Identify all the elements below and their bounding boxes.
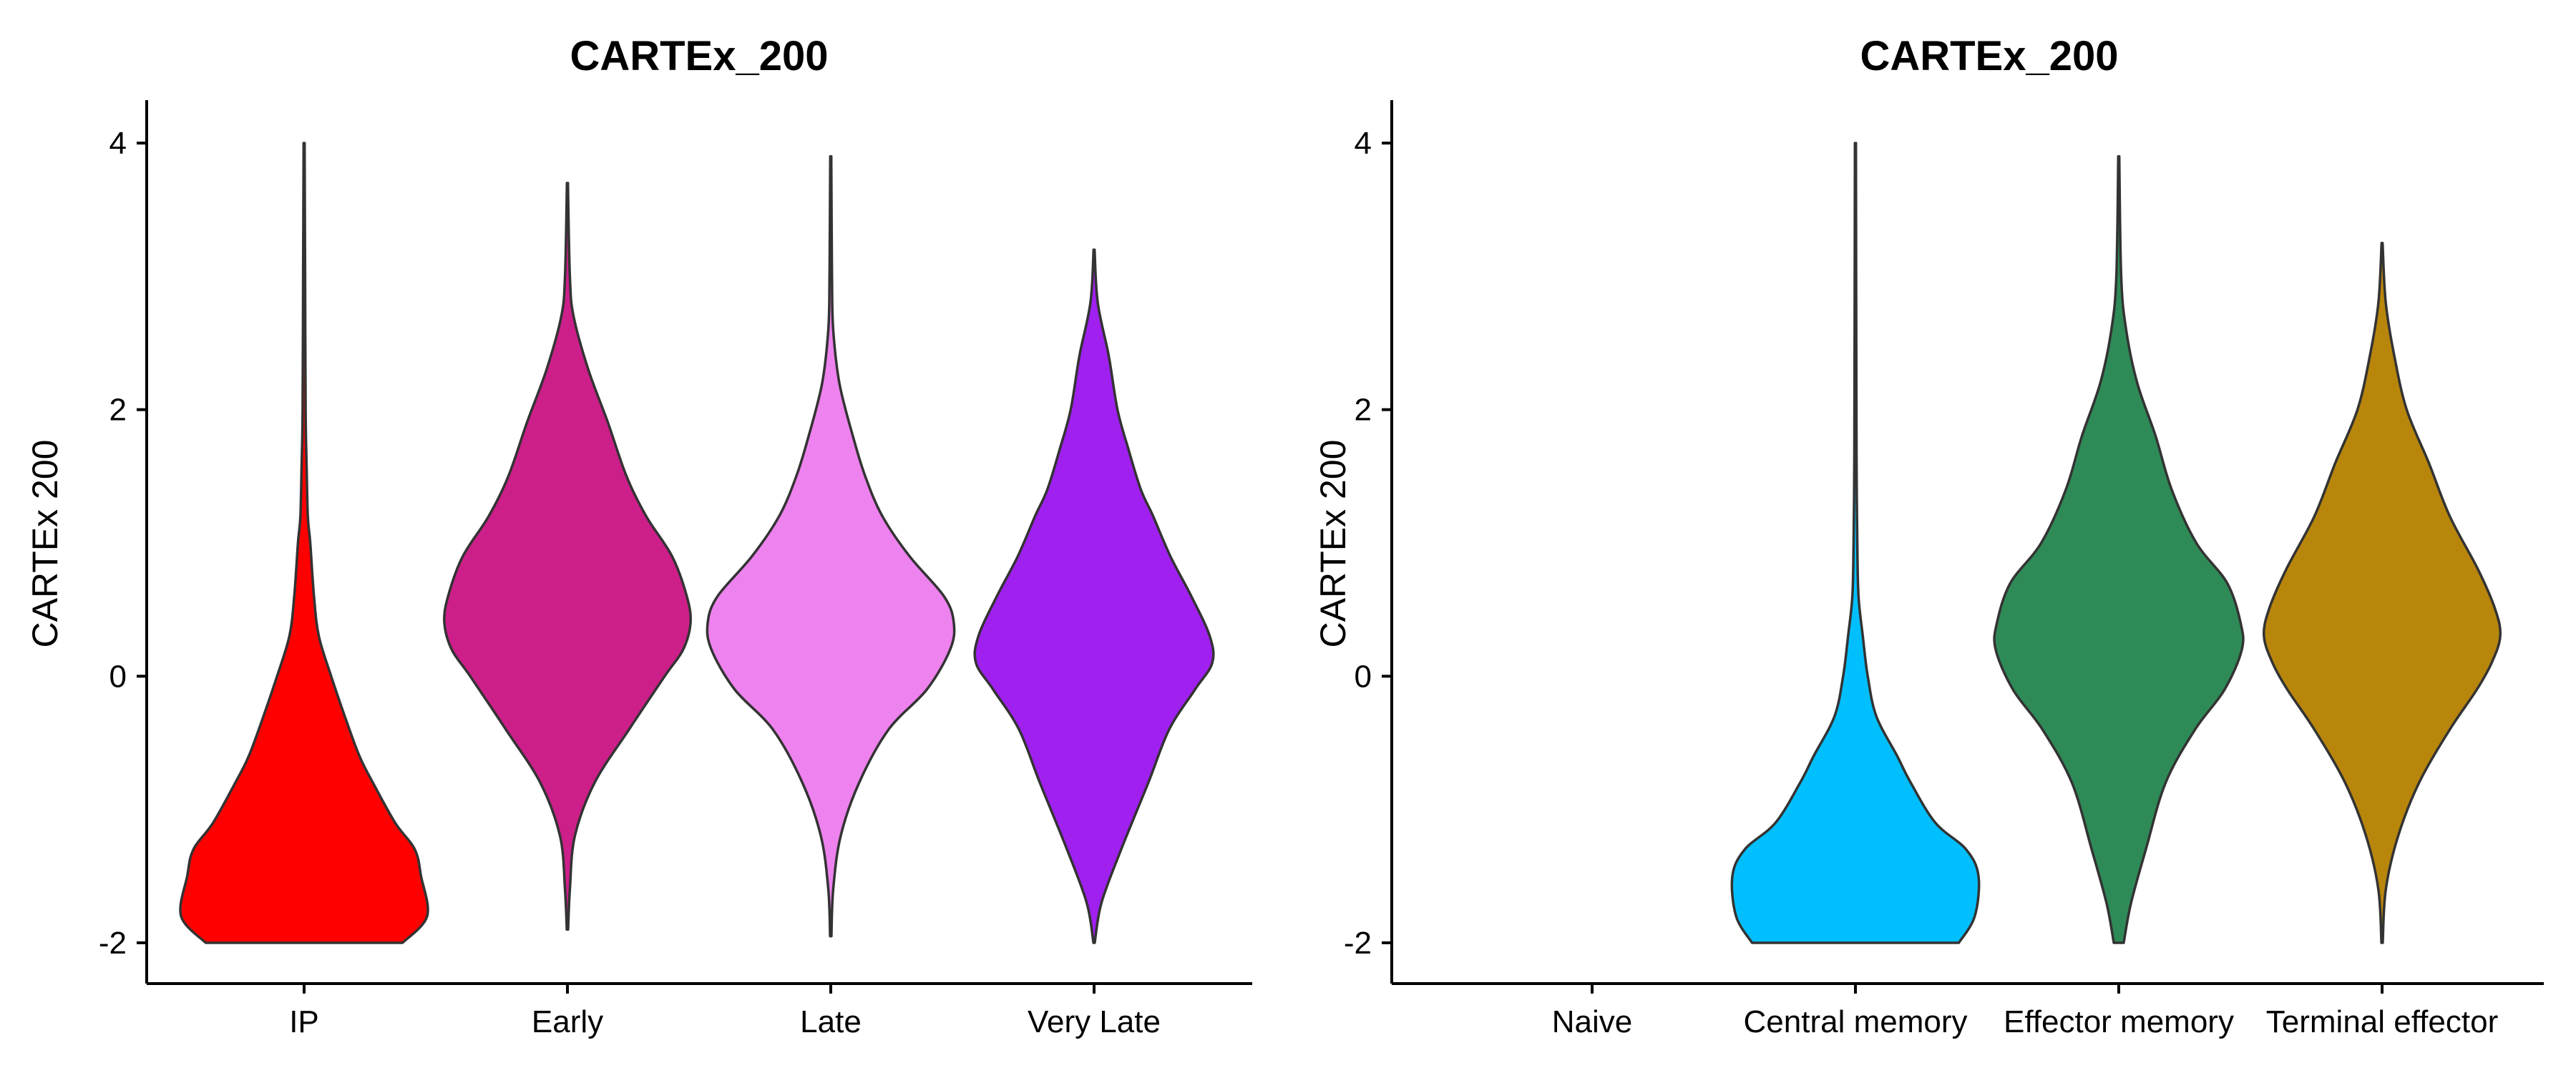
- violin-terminal-effector: [2262, 242, 2502, 944]
- x-tick-label: Terminal effector: [2266, 1004, 2498, 1039]
- violin-central-memory: [1730, 142, 1981, 944]
- x-tick-label: Central memory: [1744, 1004, 1968, 1039]
- x-tick-label: Late: [800, 1004, 862, 1039]
- x-tick-label: Effector memory: [2004, 1004, 2234, 1039]
- violin-early: [443, 182, 692, 931]
- y-tick-label: 4: [109, 126, 127, 161]
- violin-very-late: [973, 248, 1215, 944]
- violin-panel-left: CARTEx_200 CARTEx 200 -2 0 2 4 IP Early Late Very…: [25, 33, 1252, 1039]
- x-tick-label: Naive: [1552, 1004, 1633, 1039]
- violin-late: [706, 155, 956, 938]
- x-tick-label: Very Late: [1028, 1004, 1161, 1039]
- y-axis-label: CARTEx 200: [25, 440, 65, 648]
- chart-title: CARTEx_200: [1860, 33, 2118, 79]
- chart-title: CARTEx_200: [570, 33, 828, 79]
- x-tick-label: IP: [289, 1004, 319, 1039]
- y-tick-label: 2: [109, 393, 127, 428]
- y-tick-label: -2: [1344, 926, 1372, 961]
- y-tick-label: 4: [1355, 126, 1372, 161]
- y-tick-label: -2: [99, 926, 127, 961]
- y-axis-label: CARTEx 200: [1313, 440, 1353, 648]
- violin-ip: [179, 142, 429, 944]
- violin-effector-memory: [1993, 155, 2245, 944]
- y-tick-label: 0: [109, 659, 127, 694]
- y-tick-label: 2: [1355, 393, 1372, 428]
- violin-panel-right: CARTEx_200 CARTEx 200 -2 0 2 4 Naive Central me…: [1313, 33, 2544, 1039]
- y-tick-label: 0: [1355, 659, 1372, 694]
- x-tick-label: Early: [532, 1004, 603, 1039]
